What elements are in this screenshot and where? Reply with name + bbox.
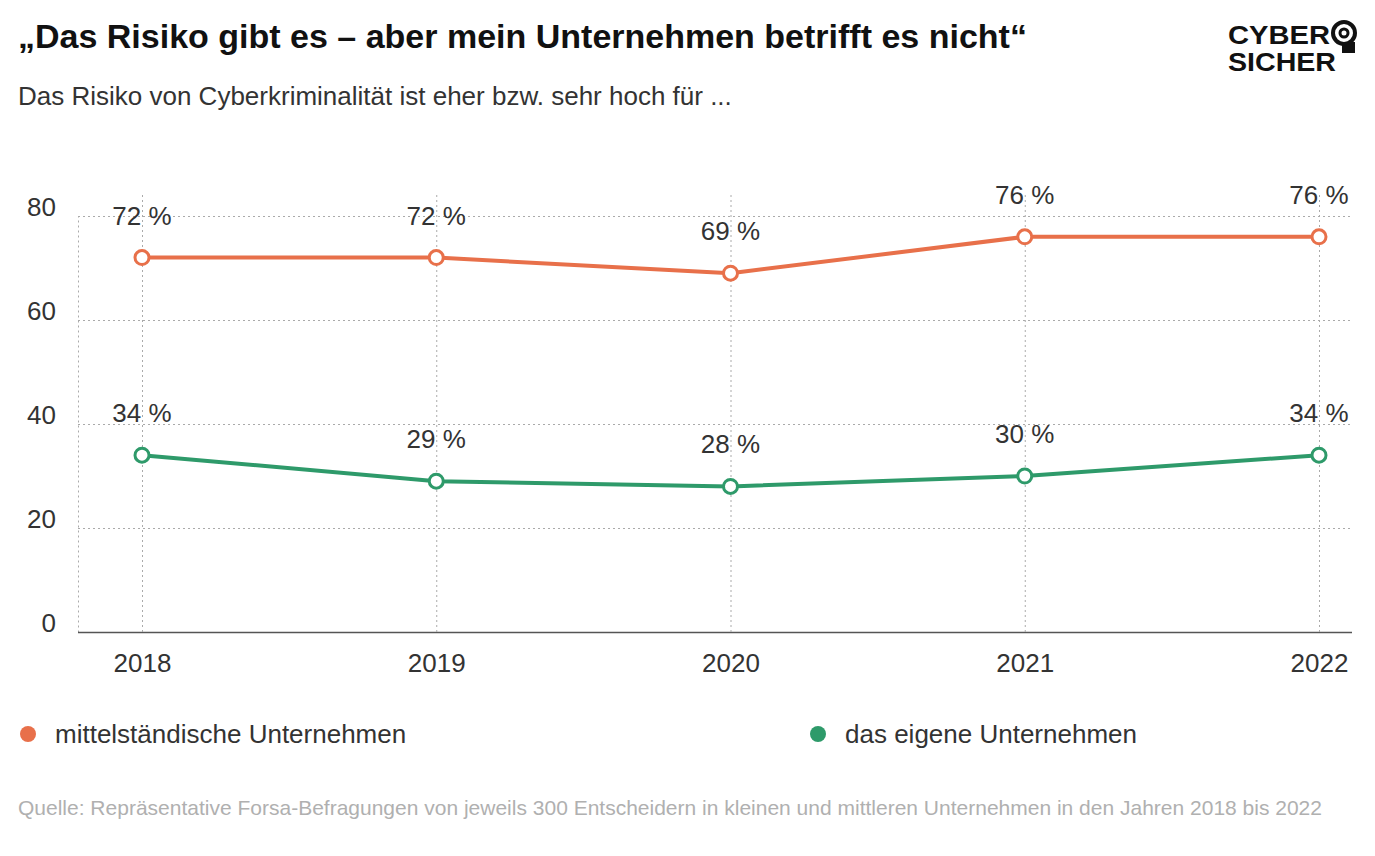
logo-text: SICHER [1228,48,1336,76]
x-grid-line [1025,193,1026,632]
y-tick: 60 [27,296,1352,326]
y-grid-line [78,632,1352,633]
data-label: 34 % [1289,398,1348,428]
logo-text: CYBER [1228,21,1330,49]
point [1312,230,1326,244]
legend-label: das eigene Unternehmen [845,719,1137,749]
x-tick: 2018 [114,193,172,678]
y-tick-label: 60 [27,296,56,326]
point [135,251,149,265]
legend-item: das eigene Unternehmen [810,719,1137,749]
y-tick-label: 0 [42,608,56,638]
y-grid-line [78,528,1352,529]
y-tick: 20 [27,504,1352,534]
chart: „Das Risiko gibt es – aber mein Unterneh… [0,0,1375,856]
data-label: 76 % [1289,180,1348,210]
x-axis: 2018 2019 2020 2021 2022 [78,193,1352,678]
logo-lock [1342,42,1355,53]
x-tick-label: 2018 [114,648,172,678]
logo-icon [1333,22,1355,44]
y-grid-line [78,320,1352,321]
point [1312,448,1326,462]
x-tick-label: 2019 [408,648,466,678]
point [429,474,443,488]
legend-marker [20,726,36,742]
logo: CYBERSICHER [1228,21,1355,76]
legend: mittelständische Unternehmen das eigene U… [20,719,1137,749]
data-label: 72 % [112,201,171,231]
point [1018,469,1032,483]
data-label: 69 % [701,216,760,246]
y-axis: 0 20 40 60 80 [27,192,1352,638]
y-tick-label: 20 [27,504,56,534]
point [724,479,738,493]
y-tick: 80 [27,192,1352,222]
x-tick: 2022 [1291,193,1349,678]
legend-marker [810,726,826,742]
x-tick-label: 2022 [1291,648,1349,678]
logo-icon [1340,29,1348,37]
point [1018,230,1032,244]
y-tick: 40 [27,400,1352,430]
legend-item: mittelständische Unternehmen [20,719,406,749]
source: Quelle: Repräsentative Forsa-Befragungen… [18,796,1322,819]
subtitle: Das Risiko von Cyberkriminalität ist ehe… [18,81,732,111]
y-grid-line [78,424,1352,425]
source-line: Quelle: Repräsentative Forsa-Befragungen… [18,796,1322,819]
y-tick: 0 [42,608,1352,638]
data-label: 30 % [995,419,1054,449]
x-grid-line [731,193,732,632]
title: „Das Risiko gibt es – aber mein Unterneh… [18,17,1027,55]
x-axis-line [78,632,1352,634]
x-tick-label: 2020 [702,648,760,678]
data-label: 29 % [407,424,466,454]
data-label: 34 % [112,398,171,428]
data-label: 28 % [701,429,760,459]
legend-label: mittelständische Unternehmen [55,719,406,749]
point [429,251,443,265]
data-label: 76 % [995,180,1054,210]
data-label: 72 % [407,201,466,231]
point [724,266,738,280]
y-tick-label: 80 [27,192,56,222]
point [135,448,149,462]
y-tick-label: 40 [27,400,56,430]
x-tick-label: 2021 [996,648,1054,678]
data-labels: 72 % 72 % 69 % 76 % 76 % 34 % 29 % 28 % 30 % 34 % [112,180,1348,460]
marks [135,230,1326,494]
